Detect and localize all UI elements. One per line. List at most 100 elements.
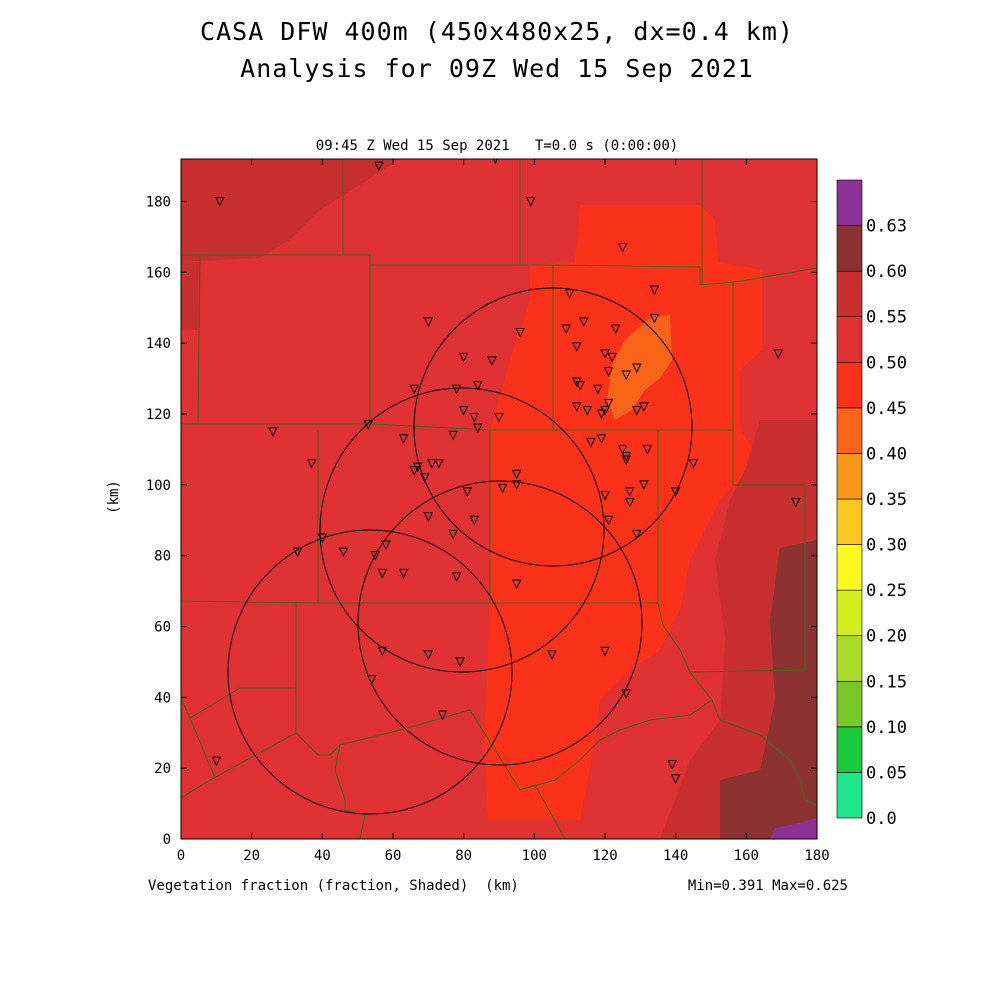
station-marker — [586, 437, 596, 448]
colorbar-label: 0.40 — [866, 444, 907, 464]
station-marker — [398, 568, 409, 579]
station-marker — [670, 487, 681, 498]
county-boundaries — [181, 159, 817, 839]
colorbar-swatch — [836, 407, 863, 454]
y-axis: 0 20 40 60 80 100 120 140 160 180 — [146, 195, 817, 848]
station-marker — [511, 579, 522, 590]
colorbar-label: 0.15 — [866, 672, 907, 692]
colorbar-swatch — [836, 225, 863, 272]
station-marker — [409, 466, 420, 476]
station-marker — [451, 384, 462, 395]
colorbar-label: 0.05 — [866, 763, 907, 783]
station-marker — [575, 381, 586, 391]
station-marker — [571, 402, 582, 413]
station-marker — [494, 413, 504, 423]
station-marker — [462, 487, 473, 498]
station-marker — [211, 756, 222, 767]
station-marker — [511, 469, 522, 480]
chart-title: CASA DFW 400m (450x480x25, dx=0.4 km) — [200, 17, 794, 46]
x-tick-label: 180 — [804, 848, 829, 864]
station-marker — [292, 547, 303, 558]
x-axis-label: Vegetation fraction (fraction, Shaded) (… — [148, 878, 519, 894]
y-tick-label: 100 — [146, 478, 171, 494]
colorbar-swatch — [836, 726, 863, 773]
station-marker — [338, 547, 349, 558]
station-marker — [621, 455, 632, 466]
radar-ring-3 — [357, 480, 643, 766]
station-marker — [511, 480, 522, 490]
station-marker — [600, 405, 610, 416]
x-tick-label: 120 — [592, 848, 617, 864]
station-marker — [790, 498, 801, 508]
station-marker — [610, 324, 621, 335]
field-nw-050-055 — [181, 159, 400, 262]
plot-frame — [180, 158, 818, 840]
station-marker — [472, 381, 483, 391]
station-marker — [469, 515, 480, 526]
station-marker — [377, 568, 388, 579]
colorbar-swatch — [836, 772, 863, 819]
colorbar-label: 0.30 — [866, 536, 907, 556]
y-tick-label: 120 — [146, 407, 171, 423]
station-marker — [607, 352, 617, 363]
station-marker — [547, 650, 557, 660]
station-marker — [268, 427, 278, 437]
station-marker — [455, 657, 465, 668]
station-marker — [621, 370, 632, 381]
station-marker — [497, 483, 508, 494]
station-marker — [621, 689, 632, 699]
colorbar-swatch — [836, 179, 863, 226]
plot-area — [180, 158, 818, 840]
colorbar-swatch — [836, 361, 863, 409]
station-marker — [667, 760, 677, 770]
station-marker — [642, 444, 653, 455]
colorbar-label: 0.20 — [866, 627, 907, 647]
colorbar: 0.0 0.05 0.10 0.15 0.20 0.25 0.30 0.35 0.40 0.45 0… — [836, 179, 907, 829]
field-060-063 — [770, 818, 817, 839]
field-w-050-055 — [181, 262, 200, 330]
colorbar-label: 0.25 — [866, 581, 907, 601]
station-marker — [423, 650, 434, 660]
station-marker — [377, 646, 388, 657]
y-tick-label: 20 — [154, 761, 171, 777]
x-tick-label: 40 — [314, 848, 331, 864]
time-label: 09:45 Z Wed 15 Sep 2021 T=0.0 s (0:00:00… — [316, 138, 678, 154]
station-marker — [458, 405, 469, 416]
station-marker — [617, 444, 628, 455]
station-marker — [578, 317, 589, 328]
station-marker — [639, 402, 649, 413]
y-axis-label: (km) — [106, 480, 122, 514]
station-marker — [593, 384, 603, 395]
station-marker — [317, 533, 328, 544]
station-marker — [649, 285, 660, 296]
station-marker — [631, 529, 642, 540]
x-tick-label: 0 — [177, 848, 185, 864]
colorbar-swatch — [836, 680, 863, 728]
x-tick-label: 60 — [385, 848, 402, 864]
colorbar-swatch — [836, 316, 863, 363]
station-marker — [469, 413, 480, 423]
colorbar-label: 0.0 — [866, 809, 897, 829]
station-marker — [434, 459, 444, 469]
station-marker — [603, 515, 614, 526]
x-tick-label: 20 — [243, 848, 260, 864]
chart-subtitle: Analysis for 09Z Wed 15 Sep 2021 — [240, 54, 754, 83]
station-marker — [472, 423, 483, 434]
radar-ring-1 — [413, 287, 693, 567]
station-marker — [515, 328, 526, 338]
station-marker — [596, 434, 607, 444]
station-marker — [215, 197, 225, 207]
station-marker — [398, 434, 409, 444]
station-marker — [423, 512, 434, 522]
colorbar-swatch — [836, 270, 863, 318]
colorbar-swatch — [836, 635, 863, 682]
station-marker — [631, 405, 642, 416]
colorbar-label: 0.50 — [866, 353, 907, 373]
colorbar-swatch — [836, 544, 863, 591]
station-marker — [306, 459, 317, 469]
radar-ring-4 — [227, 529, 513, 815]
station-marker — [409, 384, 420, 395]
colorbar-swatch — [836, 589, 863, 637]
y-tick-label: 80 — [154, 549, 171, 565]
